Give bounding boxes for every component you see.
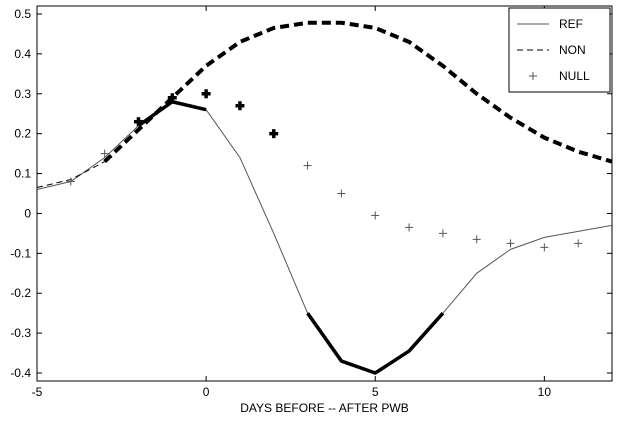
y-tick-label: -0.4 <box>10 366 31 380</box>
legend-entry-ref: REF <box>517 17 583 31</box>
plot-frame <box>36 5 613 382</box>
null-marker <box>303 161 312 170</box>
legend-entry-null: NULL <box>529 69 590 83</box>
series-ref <box>37 99 612 375</box>
y-tick-label: 0 <box>24 206 31 220</box>
null-marker <box>405 223 414 232</box>
x-axis-label: DAYS BEFORE -- AFTER PWB <box>240 401 408 415</box>
null-marker <box>337 189 346 198</box>
legend-label: NON <box>559 43 586 57</box>
y-tick-label: -0.3 <box>10 326 31 340</box>
null-marker <box>574 239 583 248</box>
legend-box <box>508 7 611 93</box>
axis-ticks: -5 0 5 10 -0.4 -0.3 -0.2 -0.1 0 0.1 0.2 0.3 0.4 0.5 <box>10 6 612 399</box>
x-tick-label: 10 <box>538 385 552 399</box>
x-tick-label: 5 <box>372 385 379 399</box>
y-tick-label: 0.4 <box>14 47 31 61</box>
legend: REF NON NULL <box>508 7 611 93</box>
null-marker <box>167 93 177 103</box>
y-tick-label: 0.1 <box>14 167 31 181</box>
null-marker <box>371 211 380 220</box>
null-marker <box>100 149 109 158</box>
series-layer <box>37 20 612 375</box>
ref-bold-segment <box>306 312 445 375</box>
non-bold-line <box>103 20 612 164</box>
series-null <box>66 89 583 252</box>
null-marker <box>201 89 211 99</box>
y-tick-label: -0.2 <box>10 286 31 300</box>
ref-line <box>37 101 612 374</box>
y-tick-label: -0.1 <box>10 246 31 260</box>
null-marker <box>235 101 245 111</box>
x-tick-label: -5 <box>32 385 43 399</box>
legend-label: NULL <box>559 69 590 83</box>
legend-label: REF <box>559 17 583 31</box>
y-tick-label: 0.5 <box>14 7 31 21</box>
null-marker <box>269 129 279 139</box>
y-tick-label: 0.2 <box>14 127 31 141</box>
legend-entry-non: NON <box>517 43 586 57</box>
null-marker <box>133 117 143 127</box>
null-marker <box>66 177 75 186</box>
null-marker <box>540 243 549 252</box>
x-tick-label: 0 <box>203 385 210 399</box>
null-marker <box>472 235 481 244</box>
null-marker <box>506 239 515 248</box>
y-tick-label: 0.3 <box>14 87 31 101</box>
null-marker <box>438 229 447 238</box>
